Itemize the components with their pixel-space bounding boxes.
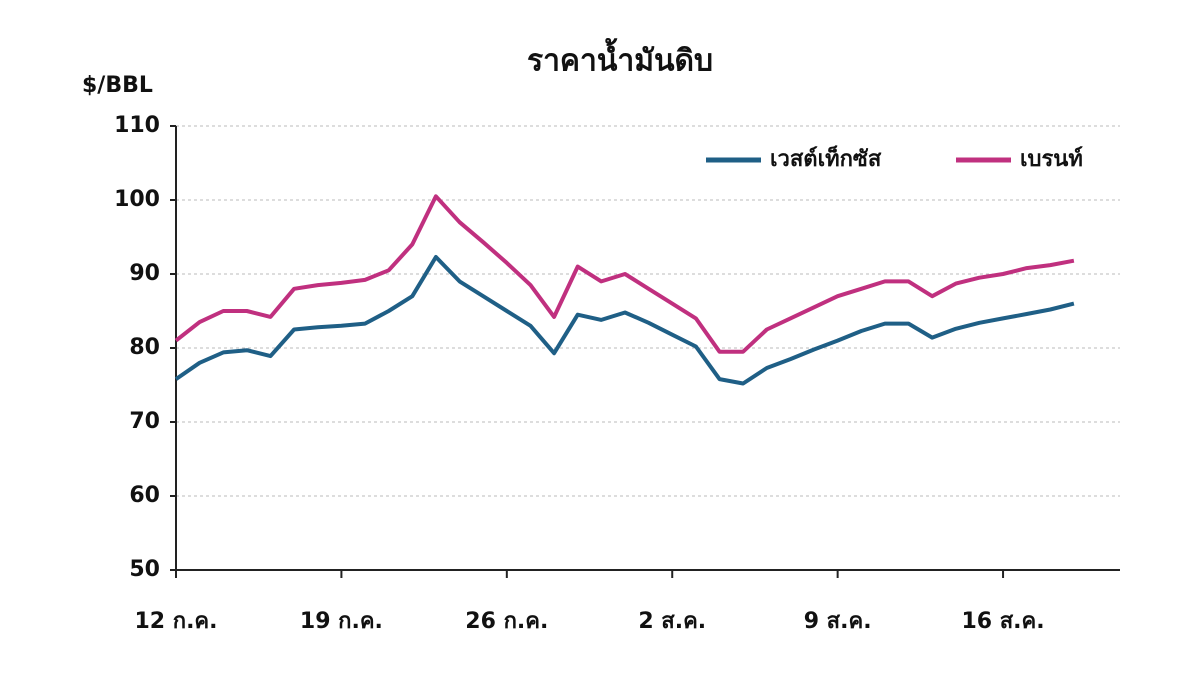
chart-title: ราคาน้ำมันดิบ — [527, 38, 713, 79]
y-tick-label: 60 — [129, 483, 160, 508]
legend-label: เบรนท์ — [1020, 146, 1083, 172]
x-tick-label: 19 ก.ค. — [300, 609, 383, 634]
x-tick-label: 26 ก.ค. — [465, 609, 548, 634]
y-tick-label: 110 — [114, 113, 160, 138]
x-tick-label: 2 ส.ค. — [638, 609, 706, 634]
legend-label: เวสต์เท็กซัส — [770, 144, 882, 172]
y-tick-label: 100 — [114, 187, 160, 212]
y-tick-label: 80 — [129, 335, 160, 360]
y-tick-label: 50 — [129, 557, 160, 582]
x-tick-label: 12 ก.ค. — [134, 609, 217, 634]
series-line — [174, 255, 1075, 386]
x-tick-label: 9 ส.ค. — [804, 609, 872, 634]
y-tick-label: 90 — [129, 261, 160, 286]
y-tick-label: 70 — [129, 409, 160, 434]
y-axis-label: $/BBL — [82, 73, 153, 98]
series-line — [174, 194, 1075, 354]
x-tick-label: 16 ส.ค. — [961, 609, 1044, 634]
